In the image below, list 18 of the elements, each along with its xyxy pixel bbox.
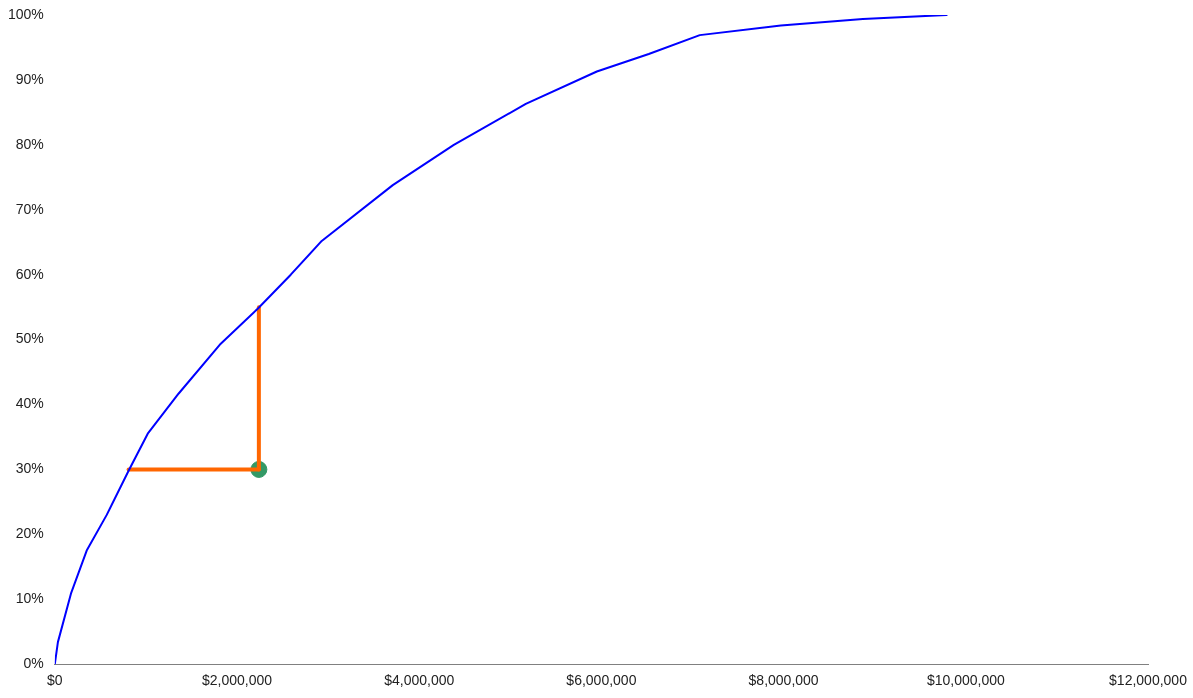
y-tick-label: 20% bbox=[15, 525, 44, 542]
y-tick-label: 90% bbox=[15, 70, 44, 87]
y-tick-label: 0% bbox=[23, 655, 44, 672]
x-tick-label: $8,000,000 bbox=[748, 672, 819, 689]
y-tick-label: 30% bbox=[15, 460, 44, 477]
y-tick-label: 60% bbox=[15, 265, 44, 282]
x-tick-label: $12,000,000 bbox=[1109, 672, 1188, 689]
y-tick-label: 80% bbox=[15, 135, 44, 152]
y-tick-label: 40% bbox=[15, 395, 44, 412]
y-tick-label: 100% bbox=[7, 5, 44, 22]
x-tick-label: $6,000,000 bbox=[566, 672, 637, 689]
x-tick-label: $0 bbox=[47, 672, 63, 689]
x-tick-label: $10,000,000 bbox=[926, 672, 1005, 689]
x-tick-label: $4,000,000 bbox=[384, 672, 455, 689]
y-tick-label: 10% bbox=[15, 590, 44, 607]
y-tick-label: 50% bbox=[15, 330, 44, 347]
y-tick-label: 70% bbox=[15, 200, 44, 217]
x-tick-label: $2,000,000 bbox=[201, 672, 273, 689]
